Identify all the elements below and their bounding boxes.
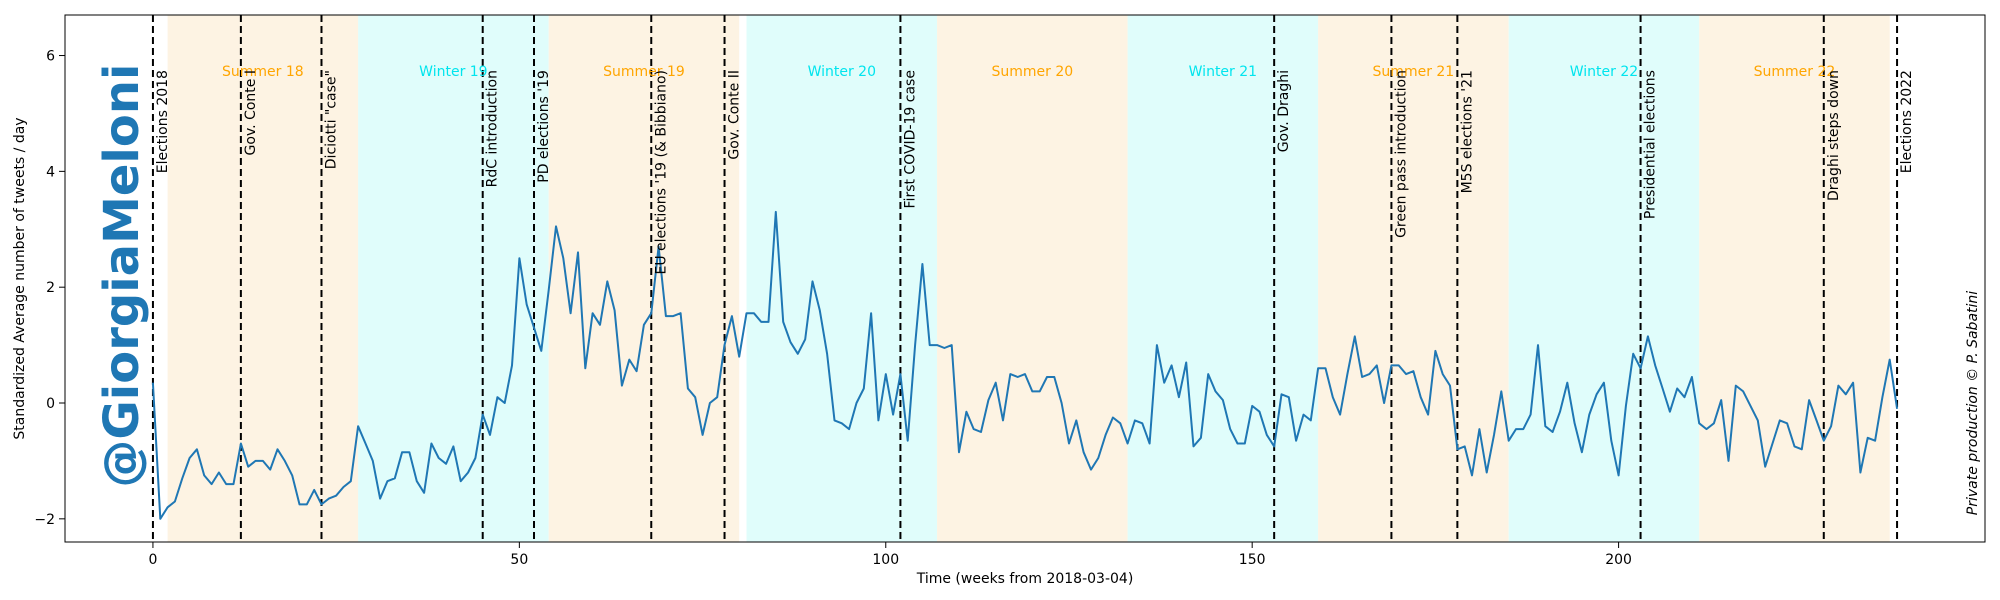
watermark-text: @GiorgiaMeloni: [94, 64, 150, 488]
event-label: Draghi steps down: [1826, 70, 1842, 201]
season-label: Summer 19: [603, 64, 685, 80]
event-label: Gov. Conte I: [243, 70, 259, 155]
season-band-summer: [1318, 15, 1509, 542]
y-tick-label: 2: [46, 280, 55, 296]
y-tick-label: −2: [34, 512, 55, 528]
season-bands: [167, 15, 1890, 542]
event-label: First COVID-19 case: [902, 70, 918, 208]
event-label: Gov. Draghi: [1276, 70, 1292, 152]
event-label: Diciotti "case": [323, 70, 339, 169]
season-band-summer: [1699, 15, 1890, 542]
event-label: Elections 2018: [155, 70, 171, 173]
x-tick-label: 50: [510, 552, 528, 568]
y-tick-label: 0: [46, 396, 55, 412]
credit-text: Private production © P. Sabatini: [1965, 291, 1981, 515]
y-tick-label: 6: [46, 49, 55, 65]
y-axis-label: Standardized Average number of tweets / …: [12, 117, 28, 439]
x-tick-label: 0: [148, 552, 157, 568]
season-label: Winter 19: [419, 64, 487, 80]
x-tick-label: 100: [872, 552, 899, 568]
season-label: Summer 20: [991, 64, 1073, 80]
x-axis-label: Time (weeks from 2018-03-04): [916, 571, 1134, 587]
series: [151, 210, 1899, 520]
event-label: Elections 2022: [1899, 70, 1915, 173]
event-label: PD elections '19: [536, 70, 552, 183]
season-band-winter: [358, 15, 549, 542]
event-label: M5S elections '21: [1459, 70, 1475, 193]
season-label: Summer 18: [222, 64, 304, 80]
series-line: [151, 210, 1899, 520]
x-tick-label: 150: [1239, 552, 1266, 568]
event-label: Green pass introduction: [1393, 70, 1409, 238]
season-label: Winter 22: [1570, 64, 1638, 80]
event-label: EU elections '19 (& Bibbiano): [653, 70, 669, 275]
event-label: RdC introduction: [485, 70, 501, 187]
season-band-winter: [746, 15, 938, 542]
season-label: Winter 20: [808, 64, 876, 80]
season-label: Summer 21: [1373, 64, 1455, 80]
x-axis: 0 50 100 150 200: [148, 542, 1632, 568]
season-label: Summer 22: [1754, 64, 1836, 80]
season-band-summer: [548, 15, 740, 542]
season-band-summer: [167, 15, 359, 542]
event-label: Presidential elections: [1643, 70, 1659, 219]
event-label: Gov. Conte II: [727, 70, 743, 160]
season-band-summer: [937, 15, 1128, 542]
season-label: Winter 21: [1189, 64, 1257, 80]
season-band-winter: [1508, 15, 1700, 542]
y-tick-label: 4: [46, 164, 55, 180]
x-tick-label: 200: [1605, 552, 1632, 568]
season-labels: Summer 18 Winter 19 Summer 19 Winter 20 Summ…: [222, 64, 1835, 80]
plot-frame: [64, 14, 1986, 543]
y-axis: −2 0 2 4 6: [34, 49, 65, 528]
season-band-winter: [1127, 15, 1319, 542]
event-labels: Elections 2018 Gov. Conte I Diciotti "case…: [155, 70, 1915, 275]
